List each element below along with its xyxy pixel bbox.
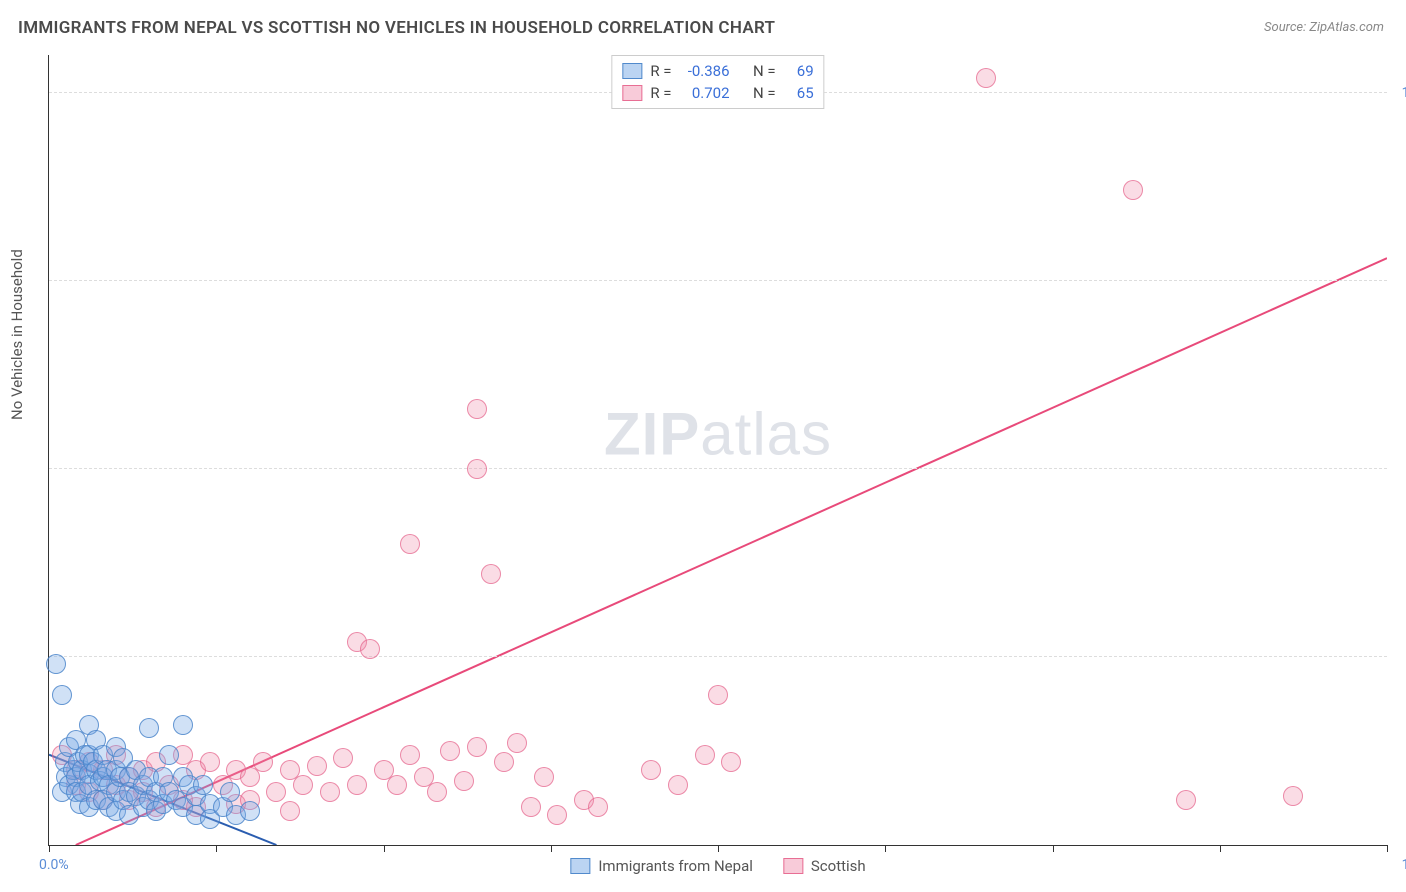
- chart-title: IMMIGRANTS FROM NEPAL VS SCOTTISH NO VEH…: [18, 18, 775, 38]
- plot-area: ZIPatlas R = -0.386 N = 69 R = 0.702 N =…: [48, 55, 1387, 846]
- data-point-blue: [173, 715, 193, 735]
- data-point-pink: [668, 775, 688, 795]
- data-point-pink: [1123, 180, 1143, 200]
- data-point-pink: [347, 775, 367, 795]
- x-tick: [885, 845, 886, 852]
- data-point-pink: [400, 534, 420, 554]
- legend-item-blue: Immigrants from Nepal: [570, 857, 753, 875]
- x-tick: [384, 845, 385, 852]
- data-point-blue: [193, 775, 213, 795]
- data-point-pink: [1283, 786, 1303, 806]
- x-tick: [1387, 845, 1388, 852]
- data-point-pink: [467, 737, 487, 757]
- x-tick: [216, 845, 217, 852]
- data-point-pink: [507, 733, 527, 753]
- data-point-pink: [521, 797, 541, 817]
- data-point-pink: [387, 775, 407, 795]
- data-point-blue: [220, 782, 240, 802]
- data-point-pink: [440, 741, 460, 761]
- data-point-pink: [320, 782, 340, 802]
- data-point-pink: [360, 639, 380, 659]
- legend-row-pink: R = 0.702 N = 65: [622, 82, 813, 104]
- x-tick: [1220, 845, 1221, 852]
- legend-row-blue: R = -0.386 N = 69: [622, 60, 813, 82]
- x-tick: [49, 845, 50, 852]
- data-point-pink: [641, 760, 661, 780]
- y-tick-label: 50.0%: [1392, 461, 1406, 477]
- x-tick: [1053, 845, 1054, 852]
- data-point-pink: [467, 459, 487, 479]
- data-point-pink: [200, 752, 220, 772]
- series-legend: Immigrants from Nepal Scottish: [570, 857, 865, 875]
- data-point-pink: [547, 805, 567, 825]
- data-point-blue: [240, 801, 260, 821]
- data-point-pink: [481, 564, 501, 584]
- data-point-pink: [253, 752, 273, 772]
- data-point-pink: [467, 399, 487, 419]
- data-point-pink: [307, 756, 327, 776]
- chart-container: IMMIGRANTS FROM NEPAL VS SCOTTISH NO VEH…: [0, 0, 1406, 892]
- x-tick: [718, 845, 719, 852]
- y-tick-label: 100.0%: [1392, 85, 1406, 101]
- data-point-pink: [280, 801, 300, 821]
- y-tick-label: 25.0%: [1392, 649, 1406, 665]
- x-tick: [551, 845, 552, 852]
- watermark: ZIPatlas: [604, 400, 832, 469]
- gridline: [49, 656, 1387, 657]
- data-point-pink: [534, 767, 554, 787]
- data-point-blue: [159, 745, 179, 765]
- data-point-blue: [52, 685, 72, 705]
- data-point-pink: [400, 745, 420, 765]
- correlation-legend: R = -0.386 N = 69 R = 0.702 N = 65: [611, 55, 824, 109]
- data-point-pink: [494, 752, 514, 772]
- gridline: [49, 280, 1387, 281]
- data-point-pink: [454, 771, 474, 791]
- legend-item-pink: Scottish: [783, 857, 866, 875]
- data-point-pink: [695, 745, 715, 765]
- swatch-blue-icon: [570, 858, 590, 874]
- swatch-blue-icon: [622, 63, 642, 79]
- data-point-blue: [46, 654, 66, 674]
- data-point-pink: [708, 685, 728, 705]
- data-point-pink: [293, 775, 313, 795]
- swatch-pink-icon: [783, 858, 803, 874]
- swatch-pink-icon: [622, 85, 642, 101]
- data-point-pink: [976, 68, 996, 88]
- source-attribution: Source: ZipAtlas.com: [1264, 20, 1384, 35]
- x-axis-start-label: 0.0%: [39, 857, 69, 873]
- data-point-pink: [721, 752, 741, 772]
- data-point-pink: [1176, 790, 1196, 810]
- data-point-pink: [333, 748, 353, 768]
- trend-lines-svg: [49, 55, 1387, 845]
- data-point-blue: [139, 718, 159, 738]
- x-axis-end-label: 100.0%: [1392, 857, 1406, 873]
- y-tick-label: 75.0%: [1392, 273, 1406, 289]
- data-point-pink: [588, 797, 608, 817]
- data-point-pink: [266, 782, 286, 802]
- y-axis-label: No Vehicles in Household: [8, 249, 26, 420]
- gridline: [49, 468, 1387, 469]
- data-point-pink: [427, 782, 447, 802]
